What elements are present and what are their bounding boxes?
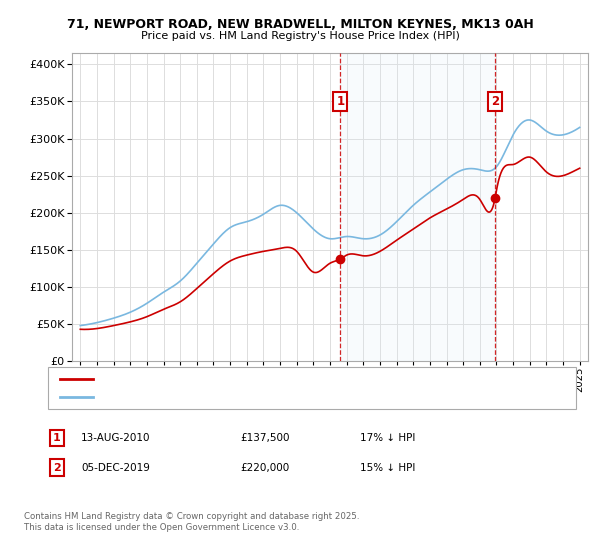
Text: 2: 2: [491, 95, 499, 108]
Bar: [340, 53, 495, 361]
Text: Contains HM Land Registry data © Crown copyright and database right 2025.
This d: Contains HM Land Registry data © Crown c…: [24, 512, 359, 532]
Text: 05-DEC-2019: 05-DEC-2019: [81, 463, 150, 473]
Text: 13-AUG-2010: 13-AUG-2010: [81, 433, 151, 443]
Text: £220,000: £220,000: [240, 463, 289, 473]
Text: 71, NEWPORT ROAD, NEW BRADWELL, MILTON KEYNES, MK13 0AH (semi-detached house): 71, NEWPORT ROAD, NEW BRADWELL, MILTON K…: [97, 374, 539, 384]
Text: Price paid vs. HM Land Registry's House Price Index (HPI): Price paid vs. HM Land Registry's House …: [140, 31, 460, 41]
Text: 1: 1: [53, 433, 61, 443]
Text: 15% ↓ HPI: 15% ↓ HPI: [360, 463, 415, 473]
Text: HPI: Average price, semi-detached house, Milton Keynes: HPI: Average price, semi-detached house,…: [97, 392, 373, 402]
Text: 2: 2: [53, 463, 61, 473]
Text: £137,500: £137,500: [240, 433, 290, 443]
Text: 1: 1: [336, 95, 344, 108]
Text: 17% ↓ HPI: 17% ↓ HPI: [360, 433, 415, 443]
Text: 71, NEWPORT ROAD, NEW BRADWELL, MILTON KEYNES, MK13 0AH: 71, NEWPORT ROAD, NEW BRADWELL, MILTON K…: [67, 18, 533, 31]
